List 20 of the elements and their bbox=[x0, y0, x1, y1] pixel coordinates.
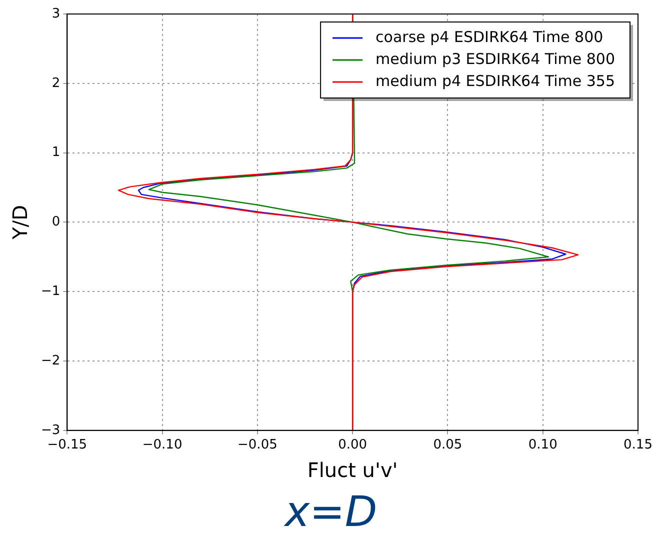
y-tick-label: 1 bbox=[52, 145, 60, 160]
x-axis-title: Fluct u'v' bbox=[307, 458, 398, 482]
x-tick-label: −0.15 bbox=[47, 438, 88, 453]
y-tick-label: −2 bbox=[40, 353, 60, 368]
x-tick-label: 0.05 bbox=[433, 438, 462, 453]
y-tick-label: 2 bbox=[52, 76, 60, 91]
x-tick-label: −0.10 bbox=[142, 438, 182, 453]
y-tick-label: 3 bbox=[52, 6, 60, 22]
legend-label: medium p3 ESDIRK64 Time 800 bbox=[376, 50, 616, 68]
legend-label: medium p4 ESDIRK64 Time 355 bbox=[376, 72, 616, 90]
x-tick-label: 0.15 bbox=[624, 438, 652, 453]
text: x=D bbox=[284, 487, 378, 536]
x-tick-label: 0.00 bbox=[338, 438, 368, 453]
y-tick-label: −3 bbox=[40, 422, 60, 438]
x-tick-label: 0.10 bbox=[528, 438, 558, 453]
y-tick-label: −1 bbox=[40, 284, 60, 299]
y-axis-title: Y/D bbox=[8, 205, 32, 240]
x-tick-label: −0.05 bbox=[238, 438, 278, 453]
legend-label: coarse p4 ESDIRK64 Time 800 bbox=[376, 28, 604, 46]
y-tick-label: 0 bbox=[52, 214, 60, 230]
